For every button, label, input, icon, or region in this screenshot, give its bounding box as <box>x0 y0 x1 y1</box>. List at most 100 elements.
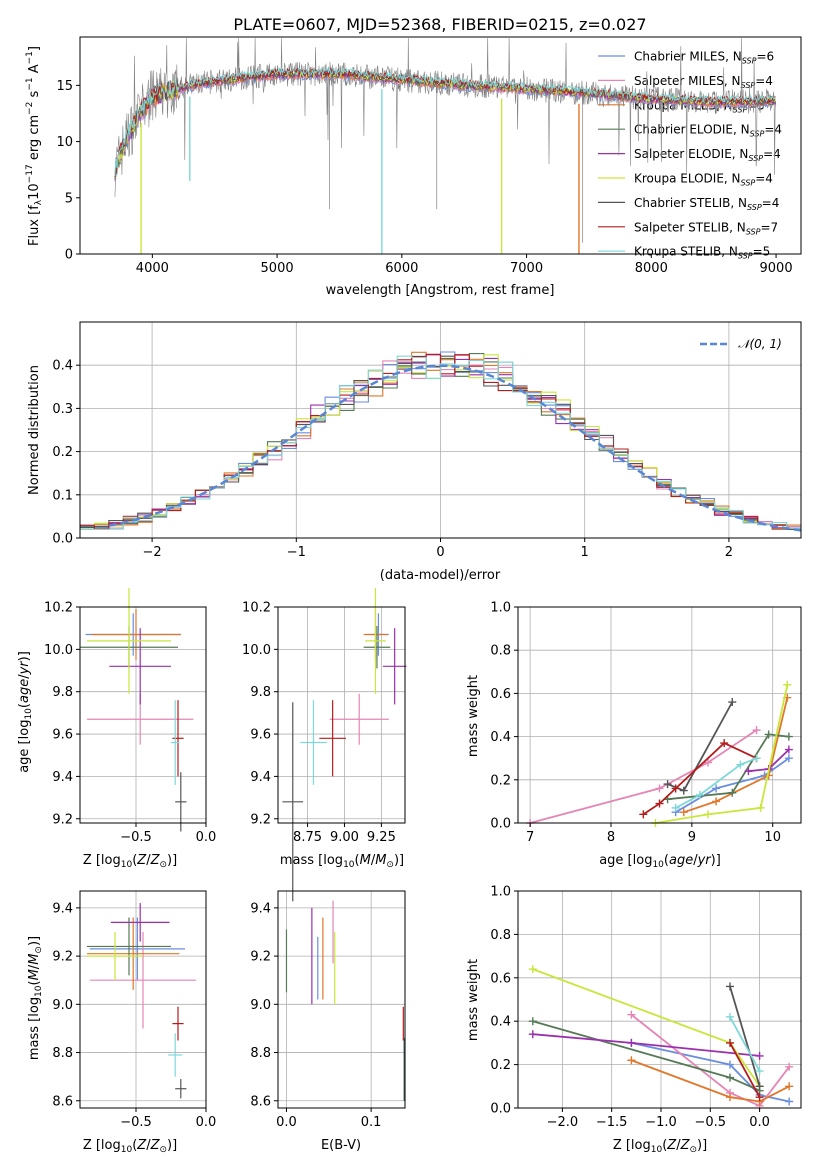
weight-vs-age-marker <box>784 754 793 763</box>
weight-vs-Z-xtick-label: −0.5 <box>694 1115 726 1130</box>
wZ-x-label: Z [log10(Z/Z⊙)] <box>613 1138 707 1155</box>
spectrum-xtick-label: 5000 <box>261 261 294 276</box>
age-vs-Z-frame <box>79 606 207 824</box>
legend-end: =4 <box>762 196 780 210</box>
age-vs-Z-ytick-label: 9.8 <box>52 685 73 700</box>
spectrum-y-label: Flux [fλ10−17 erg cm−2 s−1 A−1] <box>25 46 44 246</box>
weight-vs-Z-line <box>729 1042 761 1098</box>
weight-vs-Z-marker <box>755 1051 764 1060</box>
weight-vs-age-marker <box>744 767 753 776</box>
residuals-x-label: (data-model)/error <box>380 568 501 583</box>
spectrum-legend-label: Salpeter ELODIE, NSSP=4 <box>634 147 781 163</box>
weight-vs-age-ytick-label: 1.0 <box>490 601 511 616</box>
mass-vs-Z-xtick-label: −0.5 <box>120 1115 152 1130</box>
age-vs-Z-ytick-label: 10.2 <box>44 601 73 616</box>
weight-vs-age-marker <box>704 758 713 767</box>
legend-end: =6 <box>756 50 774 64</box>
legend-main: Salpeter STELIB, N <box>634 220 746 234</box>
weight-vs-Z-marker <box>726 1012 735 1021</box>
legend-end: =4 <box>763 147 781 161</box>
wAge-x-label: age [log10(age/yr)] <box>599 853 721 870</box>
weight-vs-age-marker <box>756 803 765 812</box>
weight-vs-age-marker <box>784 732 793 741</box>
weight-vs-Z-marker <box>755 1093 764 1102</box>
weight-vs-age-xtick-label: 8 <box>607 830 615 845</box>
mass-vs-Z-ytick-label: 8.8 <box>52 1046 73 1061</box>
weight-vs-age-marker <box>704 810 713 819</box>
mass-vs-ebv-ytick-label: 9.0 <box>250 998 271 1013</box>
mass-vs-Z-ytick-label: 9.4 <box>52 901 73 916</box>
legend-end: =4 <box>755 74 773 88</box>
spectrum-xtick-label: 6000 <box>385 261 418 276</box>
age-vs-mass-frame <box>277 606 406 824</box>
legend-sub: SSP <box>733 105 748 114</box>
weight-vs-age-marker <box>679 786 688 795</box>
weight-vs-age-marker <box>764 730 773 739</box>
weight-vs-age-xtick-label: 10 <box>764 830 781 845</box>
residuals-xtick-label: −2 <box>143 545 162 560</box>
chart-marks: 4000 5000 6000 7000 8000 9000 0 5 10 15 −2 −1 0 1 2 0.0… <box>44 36 802 1130</box>
residuals-ytick-label: 0.0 <box>52 532 73 547</box>
mass-vs-Z-frame <box>79 890 207 1109</box>
age-vs-mass-ytick-label: 10.2 <box>242 601 271 616</box>
weight-vs-Z-ytick-label: 0.6 <box>490 971 511 986</box>
weight-vs-Z-line <box>532 1020 760 1092</box>
weight-vs-age-marker <box>783 680 792 689</box>
weight-vs-Z-marker <box>785 1062 794 1071</box>
weight-vs-Z-xtick-label: 0.0 <box>749 1115 770 1130</box>
age-vs-Z-xtick-label: 0.0 <box>196 830 217 845</box>
age-vs-Z-plot: −0.5 0.0 9.2 9.4 9.6 9.8 10.0 10.2 <box>44 587 217 845</box>
age-vs-Z-ytick-label: 9.6 <box>52 728 73 743</box>
weight-vs-age-line <box>675 757 790 813</box>
weight-vs-Z-ytick-label: 0.8 <box>490 928 511 943</box>
weight-vs-Z-ytick-label: 0.0 <box>490 1102 511 1117</box>
weight-vs-age-panel: age [log10(age/yr)] mass weight <box>466 675 721 870</box>
spectrum-legend-label: Chabrier STELIB, NSSP=4 <box>634 196 779 212</box>
age-vs-Z-xtick-label: −0.5 <box>120 830 152 845</box>
weight-vs-age-ytick-label: 0.8 <box>490 644 511 659</box>
gaussian-curve <box>108 364 801 532</box>
legend-end: =4 <box>755 172 773 186</box>
weight-vs-age-ytick-label: 0.2 <box>490 773 511 788</box>
weight-vs-age-line <box>683 697 789 814</box>
weight-vs-age-marker <box>784 745 793 754</box>
weight-vs-age-ytick-label: 0.6 <box>490 687 511 702</box>
weight-vs-Z-marker <box>726 982 735 991</box>
legend-sub: SSP <box>741 179 756 188</box>
age-vs-mass-plot: 8.75 9.00 9.25 9.2 9.4 9.6 9.8 10.0 10.2 <box>242 587 407 902</box>
spectrum-frame <box>79 36 802 255</box>
mass-vs-ebv-frame <box>277 890 406 1109</box>
legend-sub: SSP <box>747 203 762 212</box>
weight-vs-age-marker <box>752 726 761 735</box>
age-vs-mass-panel: mass [log10(M/M⊙)] <box>280 853 404 870</box>
age-vs-mass-ytick-label: 9.2 <box>250 812 271 827</box>
spectrum-plot: 4000 5000 6000 7000 8000 9000 0 5 10 15 <box>56 36 802 276</box>
weight-vs-age-marker <box>655 799 664 808</box>
legend-end: =5 <box>753 245 771 259</box>
weight-vs-Z-marker <box>785 1097 794 1106</box>
residuals-xtick-label: −1 <box>287 545 306 560</box>
mass-vs-ebv-plot: 0.0 0.1 8.6 8.8 9.0 9.2 9.4 <box>250 890 406 1130</box>
age-vs-Z-ytick-label: 10.0 <box>44 643 73 658</box>
weight-vs-Z-line <box>729 1016 761 1072</box>
weight-vs-age-ytick-label: 0.4 <box>490 730 511 745</box>
weight-vs-Z-ytick-label: 1.0 <box>490 885 511 900</box>
age-vs-Z-ytick-label: 9.2 <box>52 812 73 827</box>
weight-vs-Z-marker <box>726 1073 735 1082</box>
weight-vs-age-marker <box>695 790 704 799</box>
spectrum-legend-label: Salpeter MILES, NSSP=4 <box>634 74 773 90</box>
weight-vs-age-frame <box>517 606 802 824</box>
weight-vs-Z-marker <box>627 1038 636 1047</box>
wAge-y-label: mass weight <box>466 675 481 757</box>
weight-vs-age-marker <box>728 698 737 707</box>
residuals-panel: (data-model)/error Normed distribution 𝒩… <box>27 337 782 583</box>
age-vs-mass-xtick-label: 9.00 <box>330 830 359 845</box>
weight-vs-age-marker <box>712 784 721 793</box>
age-vs-mass-ytick-label: 9.6 <box>250 728 271 743</box>
legend-main: Chabrier ELODIE, N <box>634 123 750 137</box>
weight-vs-age-marker <box>712 797 721 806</box>
weight-vs-Z-plot: −2.0 −1.5 −1.0 −0.5 0.0 0.0 0.2 0.4 0.6 0.8 1.0 <box>490 885 802 1130</box>
residual-histogram <box>80 355 801 530</box>
spectrum-legend-label: Salpeter STELIB, NSSP=7 <box>634 220 778 236</box>
